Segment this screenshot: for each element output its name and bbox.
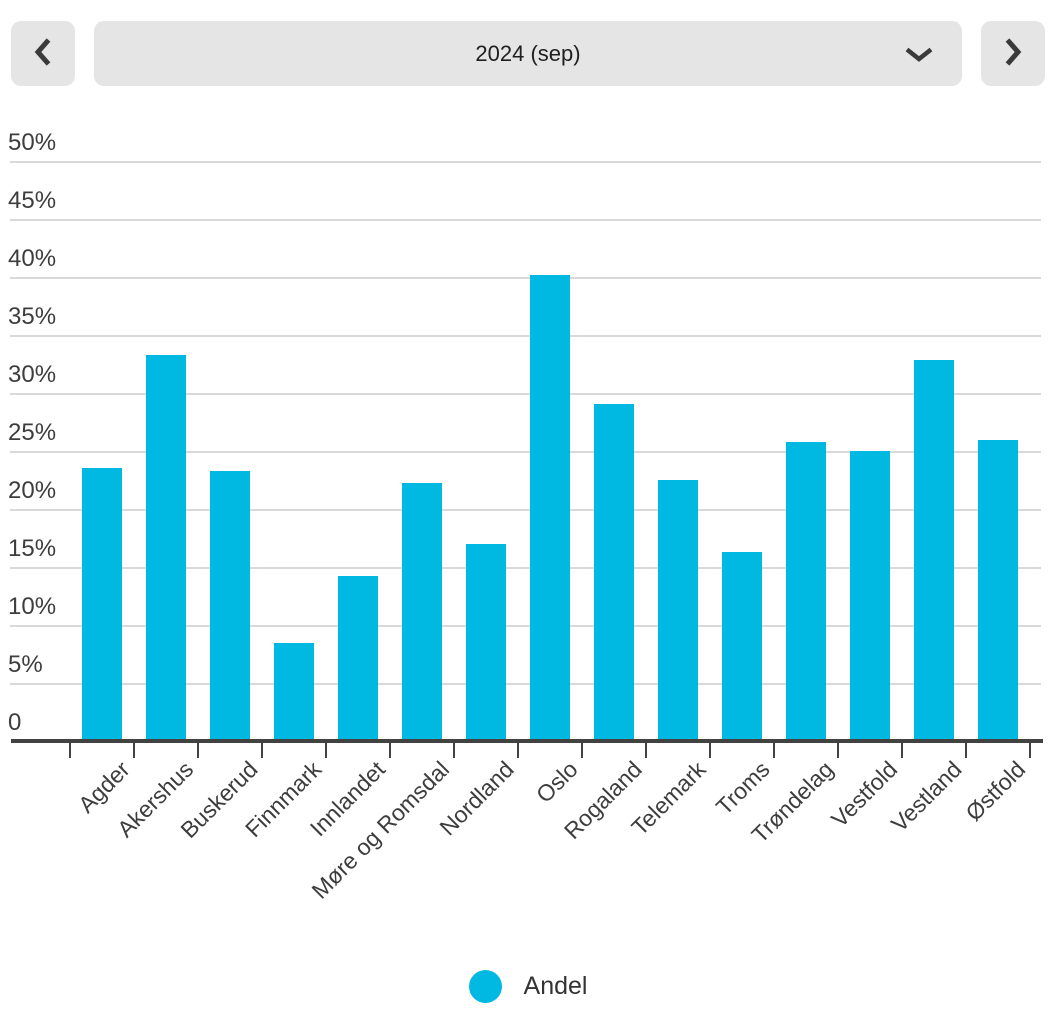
y-gridline — [10, 335, 1041, 337]
x-axis-tick — [773, 743, 775, 758]
prev-period-button[interactable] — [11, 21, 75, 86]
y-axis-tick-label: 15% — [8, 535, 57, 562]
bar-m-re-og-romsdal[interactable] — [402, 483, 442, 742]
x-axis-tick — [837, 743, 839, 758]
x-axis-category-label: Agder — [72, 756, 135, 818]
chevron-down-icon — [904, 47, 934, 67]
bar-vestland[interactable] — [914, 360, 954, 742]
bar-tr-ndelag[interactable] — [786, 441, 826, 742]
y-gridline — [10, 451, 1041, 453]
x-axis-tick — [645, 743, 647, 758]
y-axis-tick-label: 50% — [8, 129, 57, 156]
y-gridline — [10, 219, 1041, 221]
legend-item-andel[interactable]: Andel — [468, 970, 588, 1003]
bar-finnmark[interactable] — [274, 643, 314, 742]
y-axis-tick-label: 40% — [8, 245, 57, 272]
x-axis-tick — [517, 743, 519, 758]
next-period-button[interactable] — [981, 21, 1045, 86]
y-gridline — [10, 393, 1041, 395]
x-axis-category-label: Oslo — [530, 756, 583, 808]
x-axis-tick — [325, 743, 327, 758]
bar-telemark[interactable] — [658, 479, 698, 742]
bar-agder[interactable] — [82, 468, 122, 742]
y-axis-tick-label: 30% — [8, 361, 57, 388]
bar-akershus[interactable] — [146, 354, 186, 742]
x-axis-tick — [709, 743, 711, 758]
x-axis-tick — [389, 743, 391, 758]
x-axis-tick — [133, 743, 135, 758]
y-gridline — [10, 625, 1041, 627]
y-gridline — [10, 567, 1041, 569]
y-axis-tick-label: 5% — [8, 651, 43, 678]
x-axis-tick — [581, 743, 583, 758]
x-axis-tick — [261, 743, 263, 758]
legend-label: Andel — [523, 972, 588, 1000]
x-axis-tick — [453, 743, 455, 758]
y-axis-tick-label: 0 — [8, 709, 22, 736]
bar-chart: 0 5% 10% 15% 20% 25% 30% 35% 40% 45% 50% Agder Akers… — [0, 100, 1056, 920]
bar-innlandet[interactable] — [338, 576, 378, 742]
chart-legend: Andel — [0, 970, 1056, 1003]
chevron-left-icon — [33, 37, 53, 70]
x-axis-tick — [901, 743, 903, 758]
bar-nordland[interactable] — [466, 543, 506, 742]
y-axis-tick-label: 20% — [8, 477, 57, 504]
bar-vestfold[interactable] — [850, 450, 890, 742]
chevron-right-icon — [1003, 37, 1023, 70]
x-axis-category-label: Østfold — [960, 756, 1031, 826]
y-gridline — [10, 509, 1041, 511]
y-axis-tick-label: 45% — [8, 187, 57, 214]
y-gridline — [10, 161, 1041, 163]
period-selector-bar: 2024 (sep) — [0, 0, 1056, 100]
bar-buskerud[interactable] — [210, 470, 250, 742]
x-axis-tick — [1029, 743, 1031, 758]
bar-rogaland[interactable] — [594, 404, 634, 742]
y-axis-tick-label: 10% — [8, 593, 57, 620]
x-axis-tick — [965, 743, 967, 758]
bar-oslo[interactable] — [530, 274, 570, 742]
y-axis-tick-label: 25% — [8, 419, 57, 446]
bar-troms[interactable] — [722, 551, 762, 742]
period-dropdown-value: 2024 (sep) — [475, 40, 581, 66]
x-axis-tick — [197, 743, 199, 758]
x-axis-tick — [69, 743, 71, 758]
period-dropdown[interactable]: 2024 (sep) — [94, 21, 962, 86]
y-gridline — [10, 277, 1041, 279]
x-axis-category-label: Vestland — [885, 756, 967, 837]
bar--stfold[interactable] — [978, 440, 1018, 742]
y-gridline — [10, 683, 1041, 685]
y-axis-tick-label: 35% — [8, 303, 57, 330]
legend-marker-icon — [468, 970, 502, 1003]
x-axis-line — [11, 739, 1043, 743]
